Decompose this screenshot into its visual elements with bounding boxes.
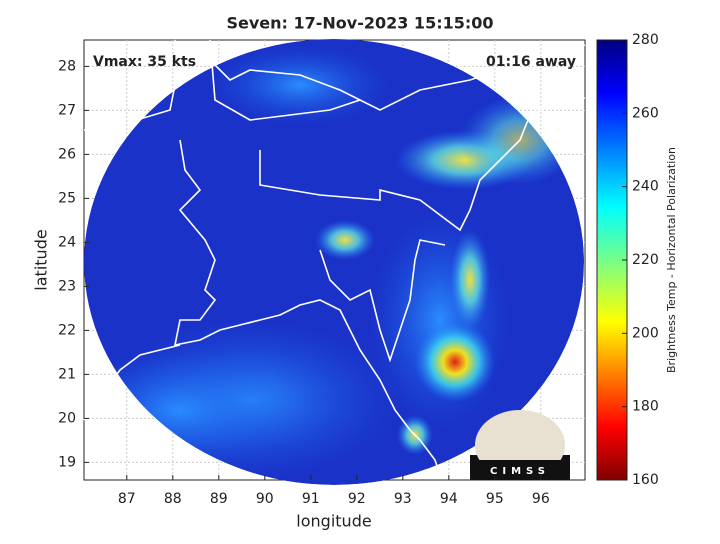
- coastline: [83, 344, 181, 421]
- x-tick-label: 92: [348, 491, 366, 507]
- annotation: Vmax: 35 kts: [93, 54, 196, 70]
- y-tick-label: 28: [58, 58, 76, 74]
- y-tick-label: 22: [58, 322, 76, 338]
- x-tick-label: 87: [118, 491, 136, 507]
- colorbar-tick-label: 200: [632, 325, 659, 341]
- chart-title: Seven: 17-Nov-2023 15:15:00: [226, 14, 493, 33]
- colorbar-tick-label: 280: [632, 32, 659, 48]
- y-tick-label: 21: [58, 366, 76, 382]
- colorbar-tick-label: 240: [632, 179, 659, 195]
- coastlines: [83, 39, 586, 476]
- colorbar-tick-label: 180: [632, 399, 659, 415]
- y-tick-label: 20: [58, 410, 76, 426]
- y-tick-label: 23: [58, 278, 76, 294]
- y-tick-label: 19: [58, 454, 76, 470]
- coastline: [173, 139, 441, 476]
- y-tick-label: 26: [58, 146, 76, 162]
- x-tick-label: 96: [532, 491, 550, 507]
- convection: [315, 220, 375, 260]
- border: [83, 39, 586, 131]
- x-tick-label: 91: [302, 491, 320, 507]
- border: [209, 59, 361, 101]
- y-tick-label: 27: [58, 102, 76, 118]
- colorbar-tick-label: 220: [632, 252, 659, 268]
- colorbar-label: Brightness Temp - Horizontal Polarizatio…: [665, 147, 678, 373]
- x-tick-label: 95: [486, 491, 504, 507]
- convection: [415, 322, 495, 402]
- y-tick-label: 24: [58, 234, 76, 250]
- logo: CIMSS: [470, 410, 570, 480]
- border: [259, 97, 586, 232]
- x-tick-label: 89: [210, 491, 228, 507]
- x-tick-label: 90: [256, 491, 274, 507]
- logo-text: CIMSS: [490, 466, 550, 477]
- y-tick-label: 25: [58, 190, 76, 206]
- border: [319, 239, 446, 363]
- x-tick-label: 93: [394, 491, 412, 507]
- radar-disk: [84, 39, 584, 485]
- colorbar-tick-label: 260: [632, 105, 659, 121]
- convection: [450, 230, 490, 330]
- y-axis-label: latitude: [32, 229, 51, 290]
- colorbar-tick-label: 160: [632, 472, 659, 488]
- x-tick-label: 88: [164, 491, 182, 507]
- annotation: 01:16 away: [486, 54, 576, 70]
- x-axis-label: longitude: [296, 512, 371, 531]
- x-tick-label: 94: [440, 491, 458, 507]
